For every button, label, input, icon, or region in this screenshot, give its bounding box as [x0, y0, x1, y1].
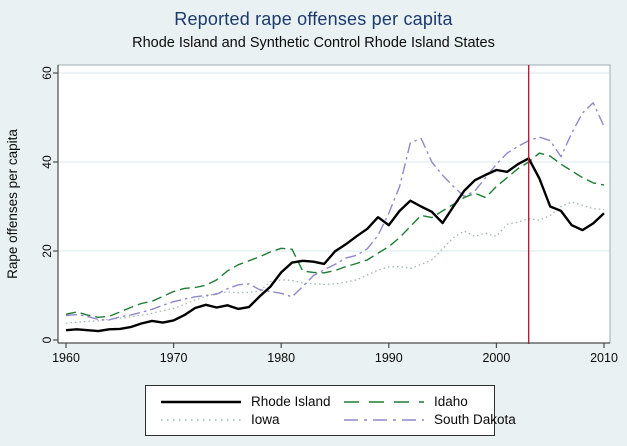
x-tick-label-2010: 2010 [590, 351, 618, 365]
x-tick-label-1990: 1990 [375, 351, 403, 365]
legend-label-rhode-island: Rhode Island [251, 394, 331, 409]
series-line-rhode-island [65, 157, 605, 333]
y-tick-label-40: 40 [40, 155, 54, 169]
y-tick-label-20: 20 [40, 244, 54, 258]
legend-line-south-dakota [344, 418, 424, 421]
y-tick-label-60: 60 [40, 66, 54, 80]
legend-label-idaho: Idaho [434, 394, 468, 409]
chart-title: Reported rape offenses per capita [174, 9, 453, 29]
legend-item-south-dakota: South Dakota [344, 412, 516, 427]
y-axis-title: Rape offenses per capita [5, 129, 20, 279]
legend-item-rhode-island: Rhode Island [161, 394, 344, 409]
x-tick-label-1980: 1980 [267, 351, 295, 365]
x-tick-label-2000: 2000 [482, 351, 510, 365]
legend-item-idaho: Idaho [344, 394, 516, 409]
x-tick-label-1970: 1970 [160, 351, 188, 365]
plot-area [57, 64, 611, 344]
legend-line-idaho [344, 400, 424, 403]
legend-line-iowa [161, 418, 241, 421]
y-tick-label-0: 0 [40, 336, 54, 343]
series-line-idaho [65, 152, 605, 318]
legend-label-south-dakota: South Dakota [434, 412, 516, 427]
series-line-iowa [65, 201, 605, 324]
legend-label-iowa: Iowa [251, 412, 280, 427]
series-line-south-dakota [65, 102, 605, 321]
legend: Rhode Island Idaho Iowa South Dakota [145, 385, 516, 436]
legend-item-iowa: Iowa [161, 412, 344, 427]
legend-line-rhode-island [161, 400, 241, 403]
chart-subtitle: Rhode Island and Synthetic Control Rhode… [132, 35, 495, 51]
x-tick-label-1960: 1960 [52, 351, 80, 365]
